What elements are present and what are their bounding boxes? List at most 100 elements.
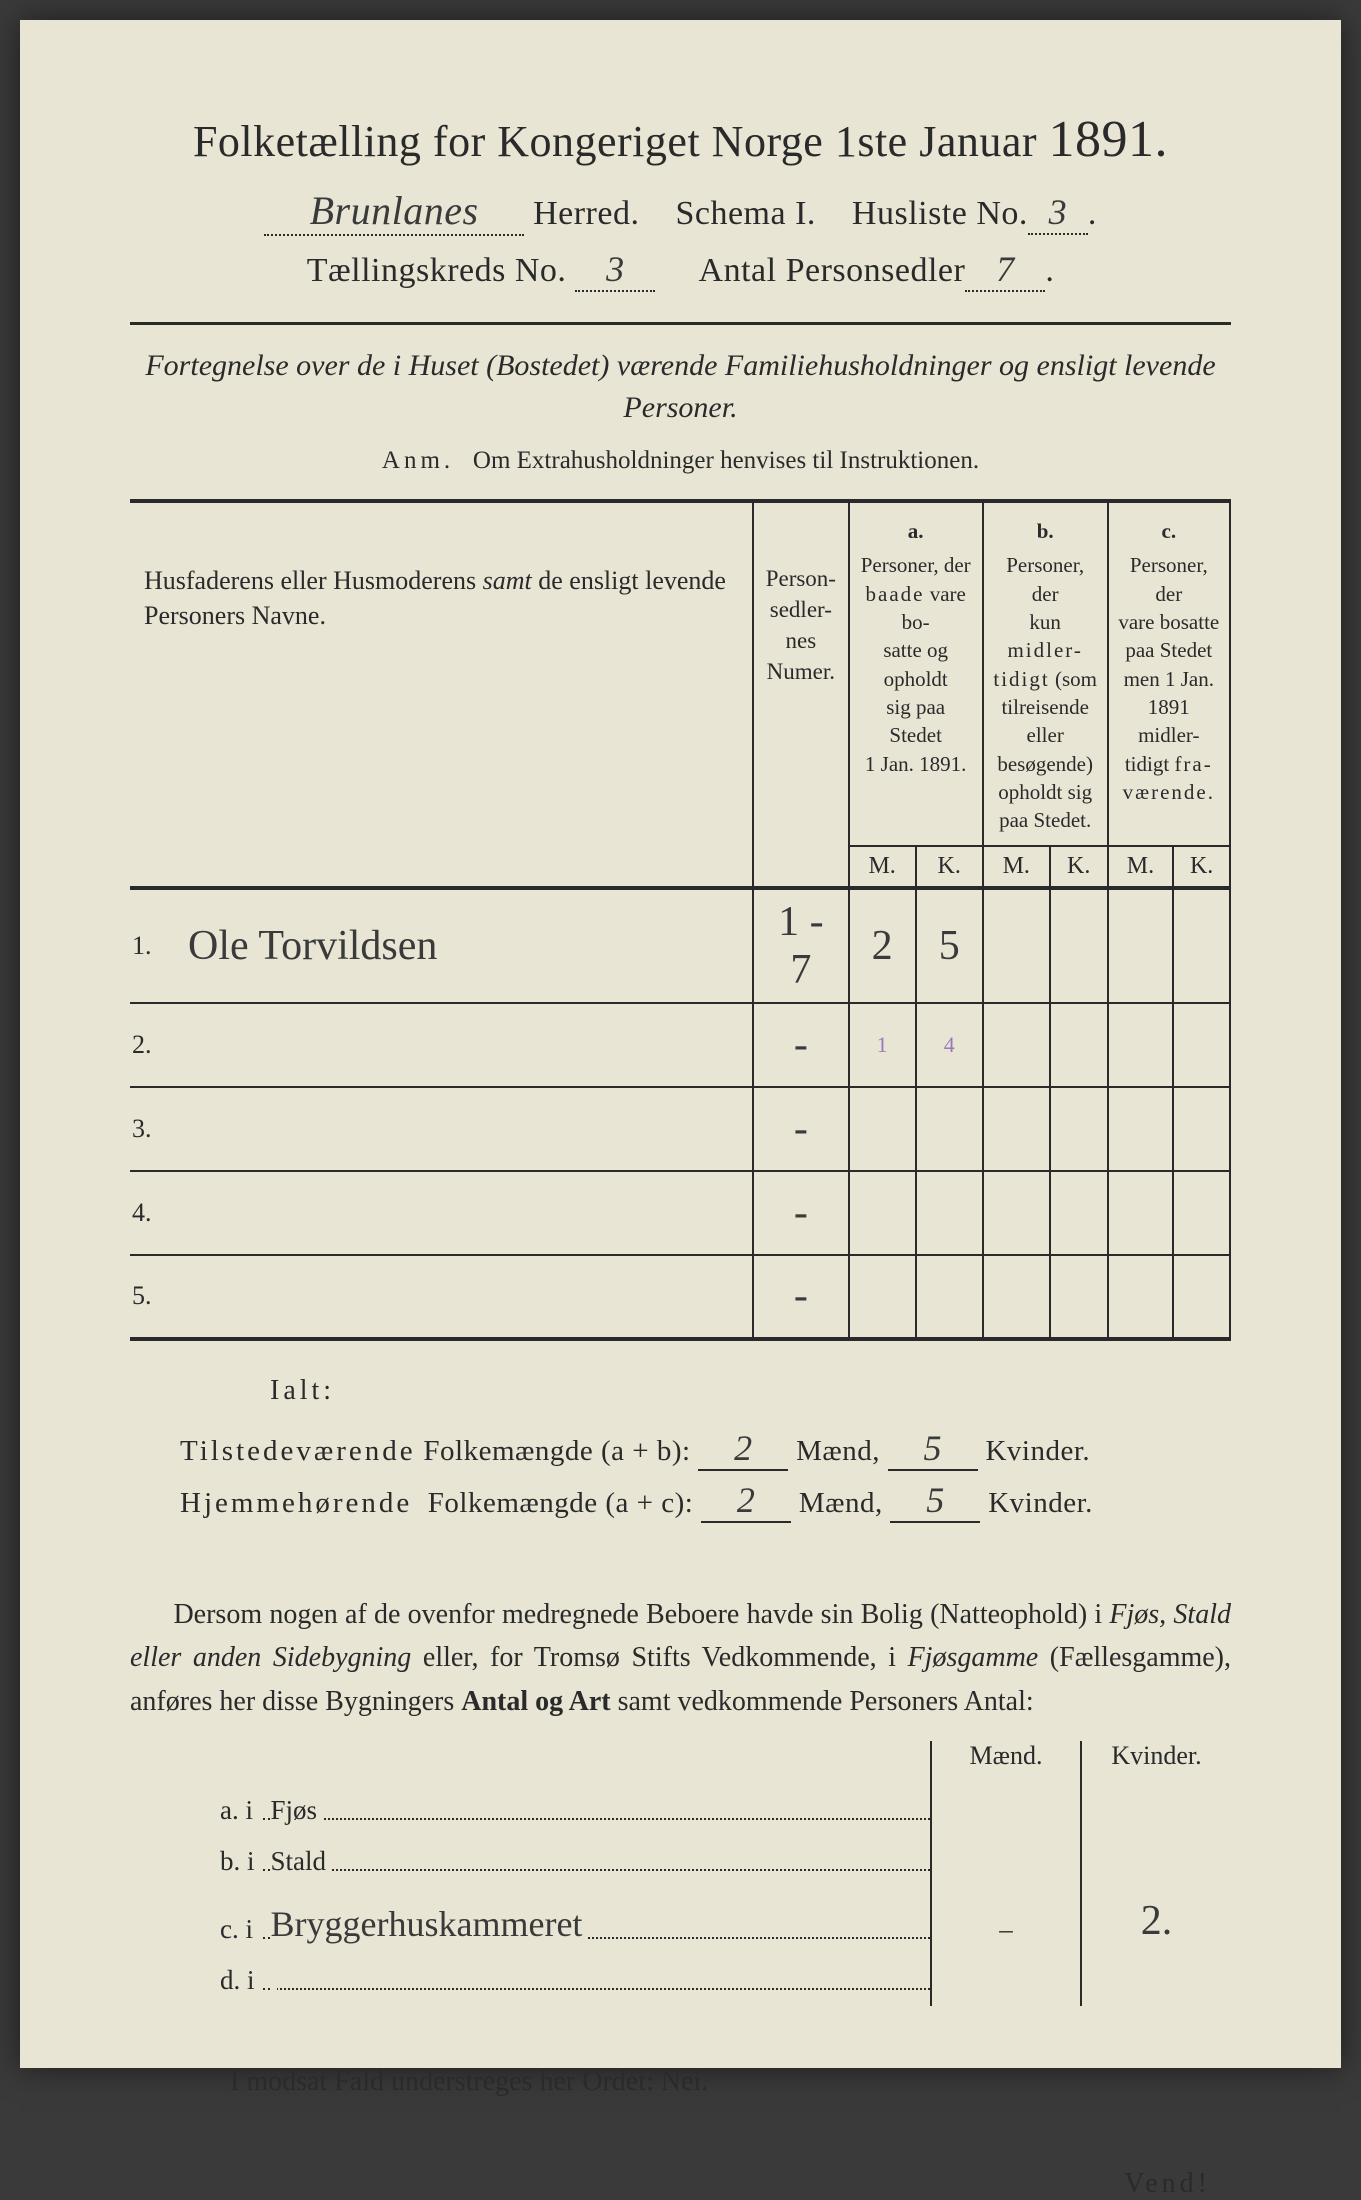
- row-b-m: [983, 888, 1050, 1003]
- row-number: 2.: [130, 1003, 180, 1087]
- dw-blank-1: [130, 1741, 263, 1785]
- row-name: [180, 1087, 753, 1171]
- dw-m: [931, 1955, 1081, 2006]
- table-row: 5. -: [130, 1255, 1230, 1339]
- sum2-k-label: Kvinder.: [988, 1487, 1093, 1519]
- subtitle: Fortegnelse over de i Huset (Bostedet) v…: [130, 345, 1231, 429]
- row-name: [180, 1171, 753, 1255]
- dw-blank-2: [263, 1741, 931, 1785]
- col-header-b: b. Personer, derkun midler-tidigt (somti…: [983, 501, 1108, 846]
- mk-blank-2: [753, 846, 849, 888]
- row-a-k: 5: [916, 888, 983, 1003]
- row-c-m: [1108, 1087, 1174, 1171]
- row-number: 1.: [130, 888, 180, 1003]
- row-num: -: [753, 1171, 849, 1255]
- row-b-k: [1050, 1255, 1108, 1339]
- herred-label: Herred.: [533, 195, 639, 232]
- schema-label: Schema I.: [675, 195, 815, 232]
- sum2-m: 2: [701, 1479, 791, 1523]
- sum1-m-label: Mænd,: [796, 1435, 880, 1467]
- row-b-k: [1050, 888, 1108, 1003]
- dwelling-row: b. i Stald: [130, 1836, 1231, 1887]
- dw-key: a. i: [130, 1785, 263, 1836]
- mk-blank-1: [130, 846, 753, 888]
- title-text: Folketælling for Kongeriget Norge 1ste J…: [193, 117, 1037, 166]
- sum1-m: 2: [698, 1427, 788, 1471]
- col-header-name: Husfaderens eller Husmoderens samt de en…: [130, 501, 753, 846]
- col-header-a: a. Personer, derbaade vare bo-satte og o…: [849, 501, 983, 846]
- row-number: 5.: [130, 1255, 180, 1339]
- dwelling-row: d. i: [130, 1955, 1231, 2006]
- sum2-b: Folkemængde (a + c):: [428, 1487, 694, 1519]
- dw-m: [931, 1836, 1081, 1887]
- row-num: 1 - 7: [753, 888, 849, 1003]
- row-a-m: [849, 1171, 916, 1255]
- vend-label: Vend!: [130, 2168, 1231, 2200]
- col-c-m: M.: [1108, 846, 1174, 888]
- dw-key: c. i: [130, 1887, 263, 1955]
- row-c-k: [1173, 1087, 1230, 1171]
- anm-label: Anm.: [382, 447, 454, 474]
- dw-m-header: Mænd.: [931, 1741, 1081, 1785]
- dw-k: [1081, 1836, 1231, 1887]
- antal-value: 7: [965, 248, 1045, 292]
- page-title: Folketælling for Kongeriget Norge 1ste J…: [130, 110, 1231, 169]
- anm-line: Anm. Om Extrahusholdninger henvises til …: [130, 447, 1231, 475]
- anm-text: Om Extrahusholdninger henvises til Instr…: [473, 447, 979, 474]
- col-c-k: K.: [1173, 846, 1230, 888]
- table-row: 3. -: [130, 1087, 1230, 1171]
- dw-label: Bryggerhuskammeret: [263, 1887, 931, 1955]
- row-c-m: [1108, 1171, 1174, 1255]
- row-number: 3.: [130, 1087, 180, 1171]
- sum1-b: Folkemængde (a + b):: [423, 1435, 690, 1467]
- antal-label: Antal Personsedler: [699, 252, 966, 289]
- row-a-m: [849, 1255, 916, 1339]
- row-c-k: [1173, 1255, 1230, 1339]
- dwelling-row: a. i Fjøs: [130, 1785, 1231, 1836]
- row-a-k: [916, 1255, 983, 1339]
- dw-k: 2.: [1081, 1887, 1231, 1955]
- row-c-m: [1108, 888, 1174, 1003]
- row-b-m: [983, 1003, 1050, 1087]
- header-line-3: Tællingskreds No. 3 Antal Personsedler7.: [130, 248, 1231, 292]
- row-num: -: [753, 1255, 849, 1339]
- row-name: Ole Torvildsen: [180, 888, 753, 1003]
- row-c-k: [1173, 1171, 1230, 1255]
- table-row: 2. - 1 4: [130, 1003, 1230, 1087]
- col-b-m: M.: [983, 846, 1050, 888]
- row-c-k: [1173, 888, 1230, 1003]
- row-c-k: [1173, 1003, 1230, 1087]
- dw-m: [931, 1785, 1081, 1836]
- col-b-k: K.: [1050, 846, 1108, 888]
- row-name: [180, 1255, 753, 1339]
- sum1-a: Tilstedeværende: [180, 1435, 416, 1467]
- row-b-k: [1050, 1171, 1108, 1255]
- row-number: 4.: [130, 1171, 180, 1255]
- dw-label: Stald: [263, 1836, 931, 1887]
- table-header-row: Husfaderens eller Husmoderens samt de en…: [130, 501, 1230, 846]
- dw-label: [263, 1955, 931, 2006]
- row-a-m: [849, 1087, 916, 1171]
- row-b-m: [983, 1255, 1050, 1339]
- sum2-m-label: Mænd,: [799, 1487, 883, 1519]
- sum-line-present: Tilstedeværende Folkemængde (a + b): 2 M…: [180, 1427, 1231, 1471]
- sum2-k: 5: [890, 1479, 980, 1523]
- row-c-m: [1108, 1255, 1174, 1339]
- row-name: [180, 1003, 753, 1087]
- herred-value: Brunlanes: [264, 187, 524, 236]
- dw-key: d. i: [130, 1955, 263, 2006]
- kreds-value: 3: [575, 248, 655, 292]
- row-a-k: [916, 1171, 983, 1255]
- dw-k-header: Kvinder.: [1081, 1741, 1231, 1785]
- main-table: Husfaderens eller Husmoderens samt de en…: [130, 499, 1231, 1341]
- sum1-k-label: Kvinder.: [985, 1435, 1090, 1467]
- title-year: 1891.: [1049, 111, 1169, 168]
- dwelling-paragraph: Dersom nogen af de ovenfor medregnede Be…: [130, 1593, 1231, 1723]
- row-b-m: [983, 1171, 1050, 1255]
- row-a-k: [916, 1087, 983, 1171]
- dwelling-header: Mænd. Kvinder.: [130, 1741, 1231, 1785]
- row-c-m: [1108, 1003, 1174, 1087]
- row-num: -: [753, 1003, 849, 1087]
- col-header-num: Person-sedler-nesNumer.: [753, 501, 849, 846]
- dw-k: [1081, 1785, 1231, 1836]
